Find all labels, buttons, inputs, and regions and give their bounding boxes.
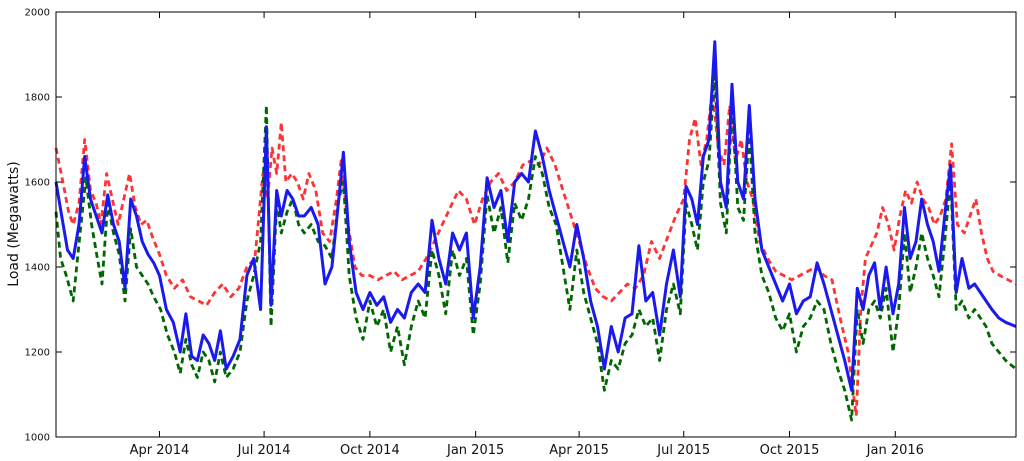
y-tick-label: 1200	[25, 348, 50, 359]
x-tick-label: Jul 2014	[237, 443, 291, 458]
lower-bound-line	[54, 70, 1017, 422]
x-axis: Apr 2014 Jul 2014 Oct 2014 Jan 2015 Apr 2015…	[130, 12, 924, 458]
x-tick-label: Oct 2015	[760, 443, 820, 458]
x-tick-label: Apr 2014	[130, 443, 190, 458]
x-tick-label: Jan 2015	[446, 443, 504, 458]
x-tick-label: Apr 2015	[549, 443, 609, 458]
y-axis-label: Load (Megawatts)	[6, 161, 22, 286]
series-layer	[54, 40, 1017, 422]
plot-background	[56, 12, 1016, 437]
y-tick-label: 2000	[25, 8, 50, 19]
y-tick-label: 1400	[25, 263, 50, 274]
x-tick-label: Oct 2014	[340, 443, 400, 458]
x-tick-label: Jul 2015	[656, 443, 710, 458]
y-tick-label: 1000	[25, 433, 50, 444]
y-axis: 1000 1200 1400 1600 1800 2000	[25, 8, 1016, 444]
load-line	[54, 40, 1017, 392]
x-tick-label: Jan 2016	[866, 443, 924, 458]
plot-frame	[55, 11, 1017, 438]
y-tick-label: 1800	[25, 93, 50, 104]
y-tick-label: 1600	[25, 178, 50, 189]
